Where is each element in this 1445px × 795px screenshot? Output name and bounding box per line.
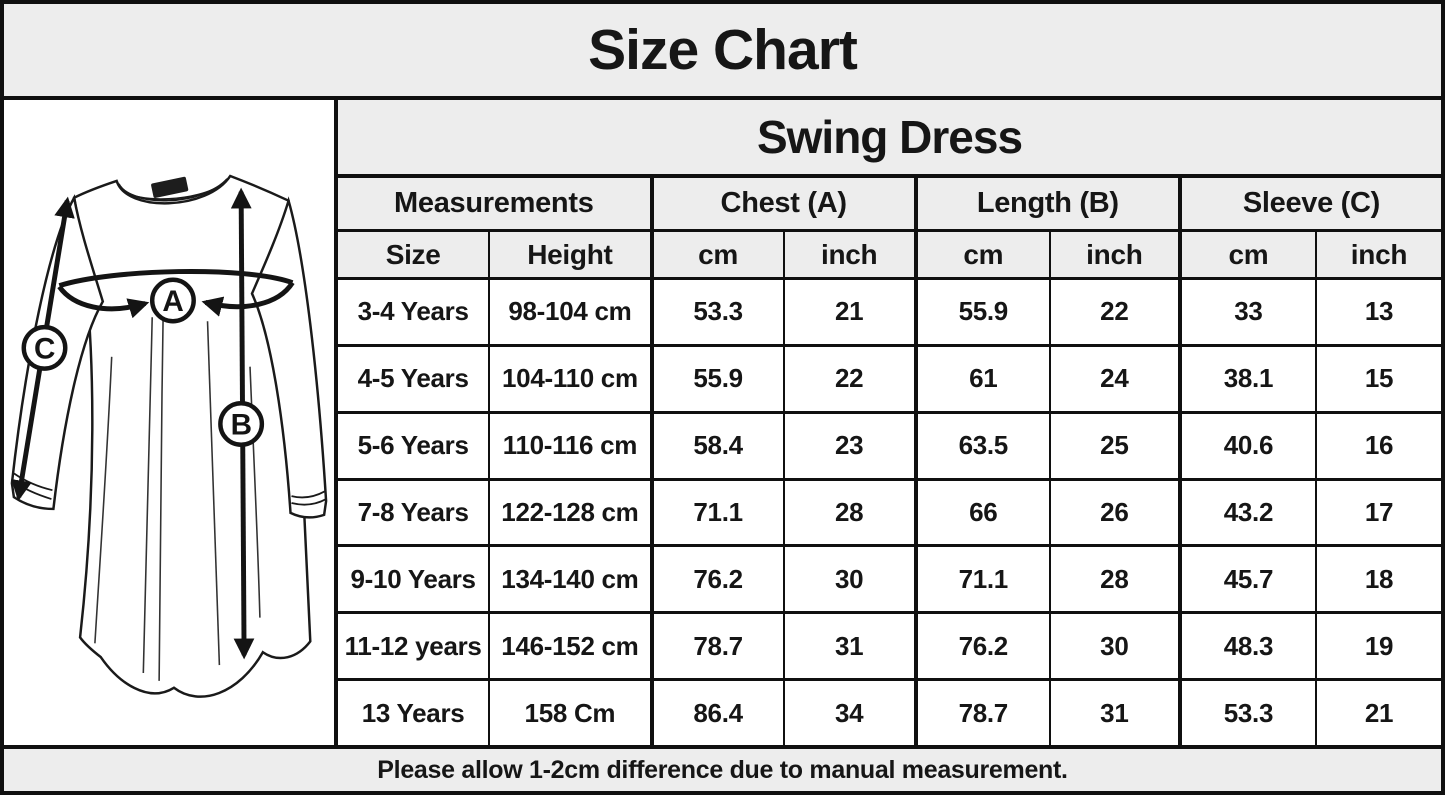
swing-dress-illustration: A B C [10,174,328,698]
collar-tag [151,176,189,198]
product-title-row: Swing Dress [338,100,1441,178]
size-row: 4-5 Years 104-110 cm 55.9 22 61 24 38.1 … [338,346,1441,414]
table-cell: 25 [1050,413,1182,478]
table-cell: 22 [784,346,918,411]
table-cell: 7-8 Years [338,480,491,545]
length-label-circle [218,401,265,447]
table-cell: 43.2 [1181,480,1317,545]
table-cell: 17 [1316,480,1441,545]
table-cell: 55.9 [917,280,1051,344]
footer-band: Please allow 1-2cm difference due to man… [4,745,1441,791]
footer-note: Please allow 1-2cm difference due to man… [377,755,1068,784]
table-cell: 55.9 [653,346,785,411]
table-cell: 9-10 Years [338,547,491,612]
table-cell: 61 [917,346,1051,411]
product-title: Swing Dress [756,111,1023,163]
table-cell: 40.6 [1181,413,1317,478]
length-label: B [231,408,252,441]
content-area: A B C Swing Dress Measurements Chest (A)… [4,100,1441,746]
size-row: 11-12 years 146-152 cm 78.7 31 76.2 30 4… [338,614,1441,682]
chest-measure-arc [58,269,294,289]
sub-header-height: Height [490,232,654,277]
table-cell: 11-12 years [338,614,491,679]
table-cell: 31 [1050,681,1182,746]
table-cell: 76.2 [653,547,785,612]
table-cell: 24 [1050,346,1182,411]
table-cell: 13 Years [338,681,491,746]
sub-header-sleeve-cm: cm [1181,232,1317,277]
dress-diagram-panel: A B C [4,100,338,745]
size-table: Swing Dress Measurements Chest (A) Lengt… [338,100,1441,746]
table-cell: 31 [784,614,918,679]
size-row: 9-10 Years 134-140 cm 76.2 30 71.1 28 45… [338,547,1441,615]
table-cell: 58.4 [653,413,785,478]
group-header-row: Measurements Chest (A) Length (B) Sleeve… [338,178,1441,232]
sub-header-length-cm: cm [917,232,1051,277]
chest-label-circle [149,277,196,324]
table-cell: 21 [784,280,918,344]
chest-measure-arrow-right [201,281,295,317]
sleeve-label: C [34,332,55,365]
table-cell: 53.3 [653,280,785,344]
table-cell: 15 [1316,346,1441,411]
table-cell: 76.2 [917,614,1051,679]
table-cell: 23 [784,413,918,478]
table-cell: 3-4 Years [338,280,491,344]
table-cell: 21 [1316,681,1441,746]
group-header-length: Length (B) [917,178,1182,229]
sleeve-label-circle [21,324,68,371]
table-cell: 26 [1050,480,1182,545]
table-cell: 45.7 [1181,547,1317,612]
table-cell: 22 [1050,280,1182,344]
table-cell: 71.1 [653,480,785,545]
table-cell: 28 [1050,547,1182,612]
page-title: Size Chart [588,18,858,82]
sub-header-chest-inch: inch [784,232,918,277]
group-header-sleeve: Sleeve (C) [1181,178,1441,229]
table-cell: 63.5 [917,413,1051,478]
table-cell: 30 [1050,614,1182,679]
table-cell: 110-116 cm [490,413,654,478]
sub-header-chest-cm: cm [653,232,785,277]
table-cell: 33 [1181,280,1317,344]
sub-header-length-inch: inch [1050,232,1182,277]
table-cell: 4-5 Years [338,346,491,411]
table-cell: 19 [1316,614,1441,679]
table-cell: 78.7 [917,681,1051,746]
table-cell: 104-110 cm [490,346,654,411]
table-cell: 38.1 [1181,346,1317,411]
table-cell: 53.3 [1181,681,1317,746]
group-header-chest: Chest (A) [653,178,918,229]
table-cell: 122-128 cm [490,480,654,545]
size-row: 5-6 Years 110-116 cm 58.4 23 63.5 25 40.… [338,413,1441,481]
skirt-fold-lines [94,317,261,681]
table-cell: 13 [1316,280,1441,344]
group-header-measurements: Measurements [338,178,654,229]
table-cell: 86.4 [653,681,785,746]
table-cell: 146-152 cm [490,614,654,679]
sub-header-size: Size [338,232,491,277]
table-cell: 48.3 [1181,614,1317,679]
table-cell: 66 [917,480,1051,545]
table-cell: 18 [1316,547,1441,612]
title-band: Size Chart [4,4,1441,100]
table-cell: 134-140 cm [490,547,654,612]
sub-header-sleeve-inch: inch [1316,232,1441,277]
size-row: 3-4 Years 98-104 cm 53.3 21 55.9 22 33 1… [338,280,1441,347]
size-row: 7-8 Years 122-128 cm 71.1 28 66 26 43.2 … [338,480,1441,548]
table-cell: 30 [784,547,918,612]
chest-label: A [162,285,183,318]
table-cell: 158 Cm [490,681,654,746]
table-cell: 34 [784,681,918,746]
table-cell: 71.1 [917,547,1051,612]
table-cell: 5-6 Years [338,413,491,478]
table-cell: 28 [784,480,918,545]
table-cell: 78.7 [653,614,785,679]
sub-header-row: Size Height cm inch cm inch cm inch [338,232,1441,280]
table-cell: 16 [1316,413,1441,478]
table-cell: 98-104 cm [490,280,654,344]
size-row: 13 Years 158 Cm 86.4 34 78.7 31 53.3 21 [338,681,1441,746]
